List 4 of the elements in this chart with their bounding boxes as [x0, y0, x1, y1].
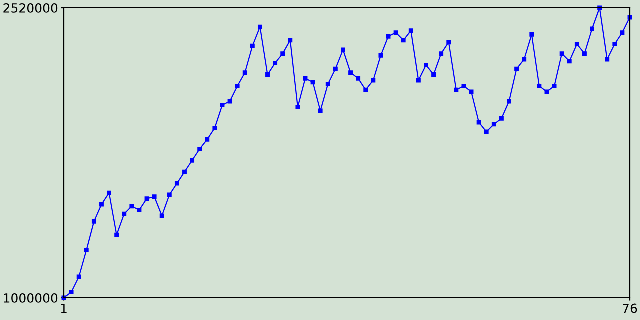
- y-tick-label: 1000000: [4, 293, 58, 303]
- x-tick-label: 76: [623, 304, 638, 314]
- x-tick-label: 1: [61, 304, 67, 314]
- y-tick-label: 2520000: [4, 3, 58, 13]
